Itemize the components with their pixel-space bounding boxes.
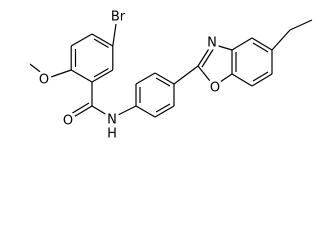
bond <box>211 43 233 51</box>
bond <box>91 69 114 83</box>
bond <box>251 37 273 51</box>
bond <box>271 29 291 51</box>
bond <box>91 33 114 47</box>
bonds <box>29 19 313 119</box>
bond <box>71 105 93 119</box>
bond <box>154 105 175 118</box>
bond <box>173 65 199 85</box>
atom-labels: Br O O N H N O <box>36 7 223 145</box>
atom-label: O <box>210 81 220 96</box>
bond <box>213 73 233 87</box>
bond <box>112 23 117 47</box>
bond <box>93 67 109 78</box>
bond <box>155 103 171 113</box>
atom-label: Br <box>111 10 126 25</box>
bond <box>289 19 313 31</box>
bond <box>231 73 253 87</box>
bond <box>29 63 49 79</box>
atom-label: O <box>63 114 73 129</box>
bond <box>47 69 72 79</box>
atom-label: O <box>39 73 49 88</box>
bond <box>70 33 93 47</box>
atom-label: N <box>207 36 217 51</box>
molecule-diagram: Br O O N H N O <box>29 7 313 145</box>
bond <box>69 102 90 116</box>
bond <box>197 43 213 67</box>
bond <box>252 42 269 53</box>
bond <box>231 37 253 51</box>
bond <box>201 47 215 68</box>
bond <box>154 72 175 85</box>
bond <box>135 72 156 85</box>
bond <box>93 38 109 49</box>
bond <box>135 105 156 118</box>
atom-label: N <box>107 113 117 128</box>
bond <box>197 65 215 87</box>
bond <box>91 105 113 119</box>
bond <box>155 77 171 87</box>
bond <box>251 73 273 87</box>
atom-label: H <box>107 127 117 142</box>
bond <box>111 105 137 119</box>
bond <box>70 69 93 83</box>
bond <box>252 71 269 82</box>
